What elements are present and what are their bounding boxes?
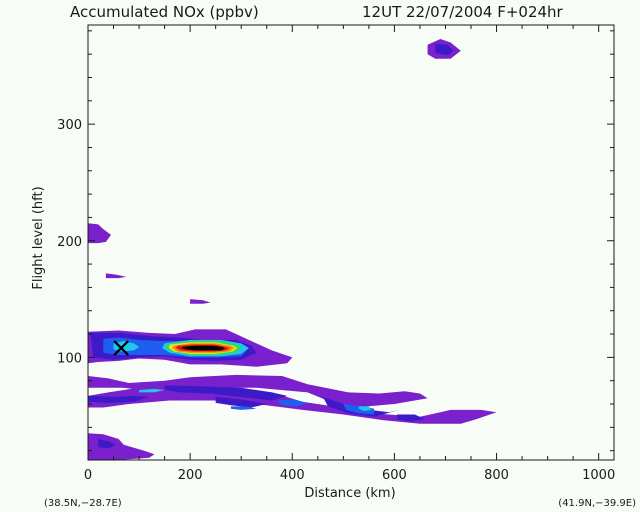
contour-level-2 [435, 43, 454, 56]
contour-level-4 [139, 388, 165, 393]
y-axis-label: Flight level (hft) [31, 186, 46, 289]
contour-level-1 [88, 374, 428, 408]
marker-stroke [113, 340, 129, 356]
right-endpoint-label: (41.9N,−39.9E) [558, 498, 636, 509]
y-tick-label: 300 [57, 118, 82, 133]
location-marker-x [113, 340, 129, 356]
plot-frame [87, 24, 615, 461]
contour-level-9 [181, 345, 225, 351]
y-tick-label: 100 [57, 351, 82, 366]
contour-level-3 [277, 399, 308, 407]
contour-level-2 [215, 397, 267, 408]
chart-title: Accumulated NOx (ppbv) [70, 3, 259, 21]
x-tick-label: 400 [280, 468, 305, 483]
left-endpoint-label: (38.5N,−28.7E) [44, 498, 122, 509]
contour-level-1 [190, 299, 211, 304]
contour-level-3 [343, 404, 374, 415]
contour-level-2 [88, 395, 150, 403]
axes: 0 200 400 600 800 1000 100 200 300 [57, 24, 615, 483]
contour-level-1 [105, 273, 127, 279]
x-axis-label: Distance (km) [304, 486, 395, 501]
contour-level-1 [88, 433, 155, 460]
contour-level-2 [164, 385, 288, 401]
x-tick-label: 1000 [582, 468, 615, 483]
x-tick-label: 600 [382, 468, 407, 483]
y-tick-label: 200 [57, 235, 82, 250]
chart-subtitle: 12UT 22/07/2004 F+024hr [362, 3, 564, 21]
contour-level-2 [322, 397, 400, 417]
contour-fills [88, 39, 497, 460]
contour-level-4 [358, 406, 372, 411]
contour-level-2 [98, 439, 117, 449]
contour-level-3 [231, 406, 257, 410]
x-tick-label: 200 [178, 468, 203, 483]
x-tick-label: 800 [484, 468, 509, 483]
x-tick-label: 0 [84, 468, 92, 483]
contour-level-2 [397, 414, 425, 422]
contour-level-1 [88, 223, 111, 244]
